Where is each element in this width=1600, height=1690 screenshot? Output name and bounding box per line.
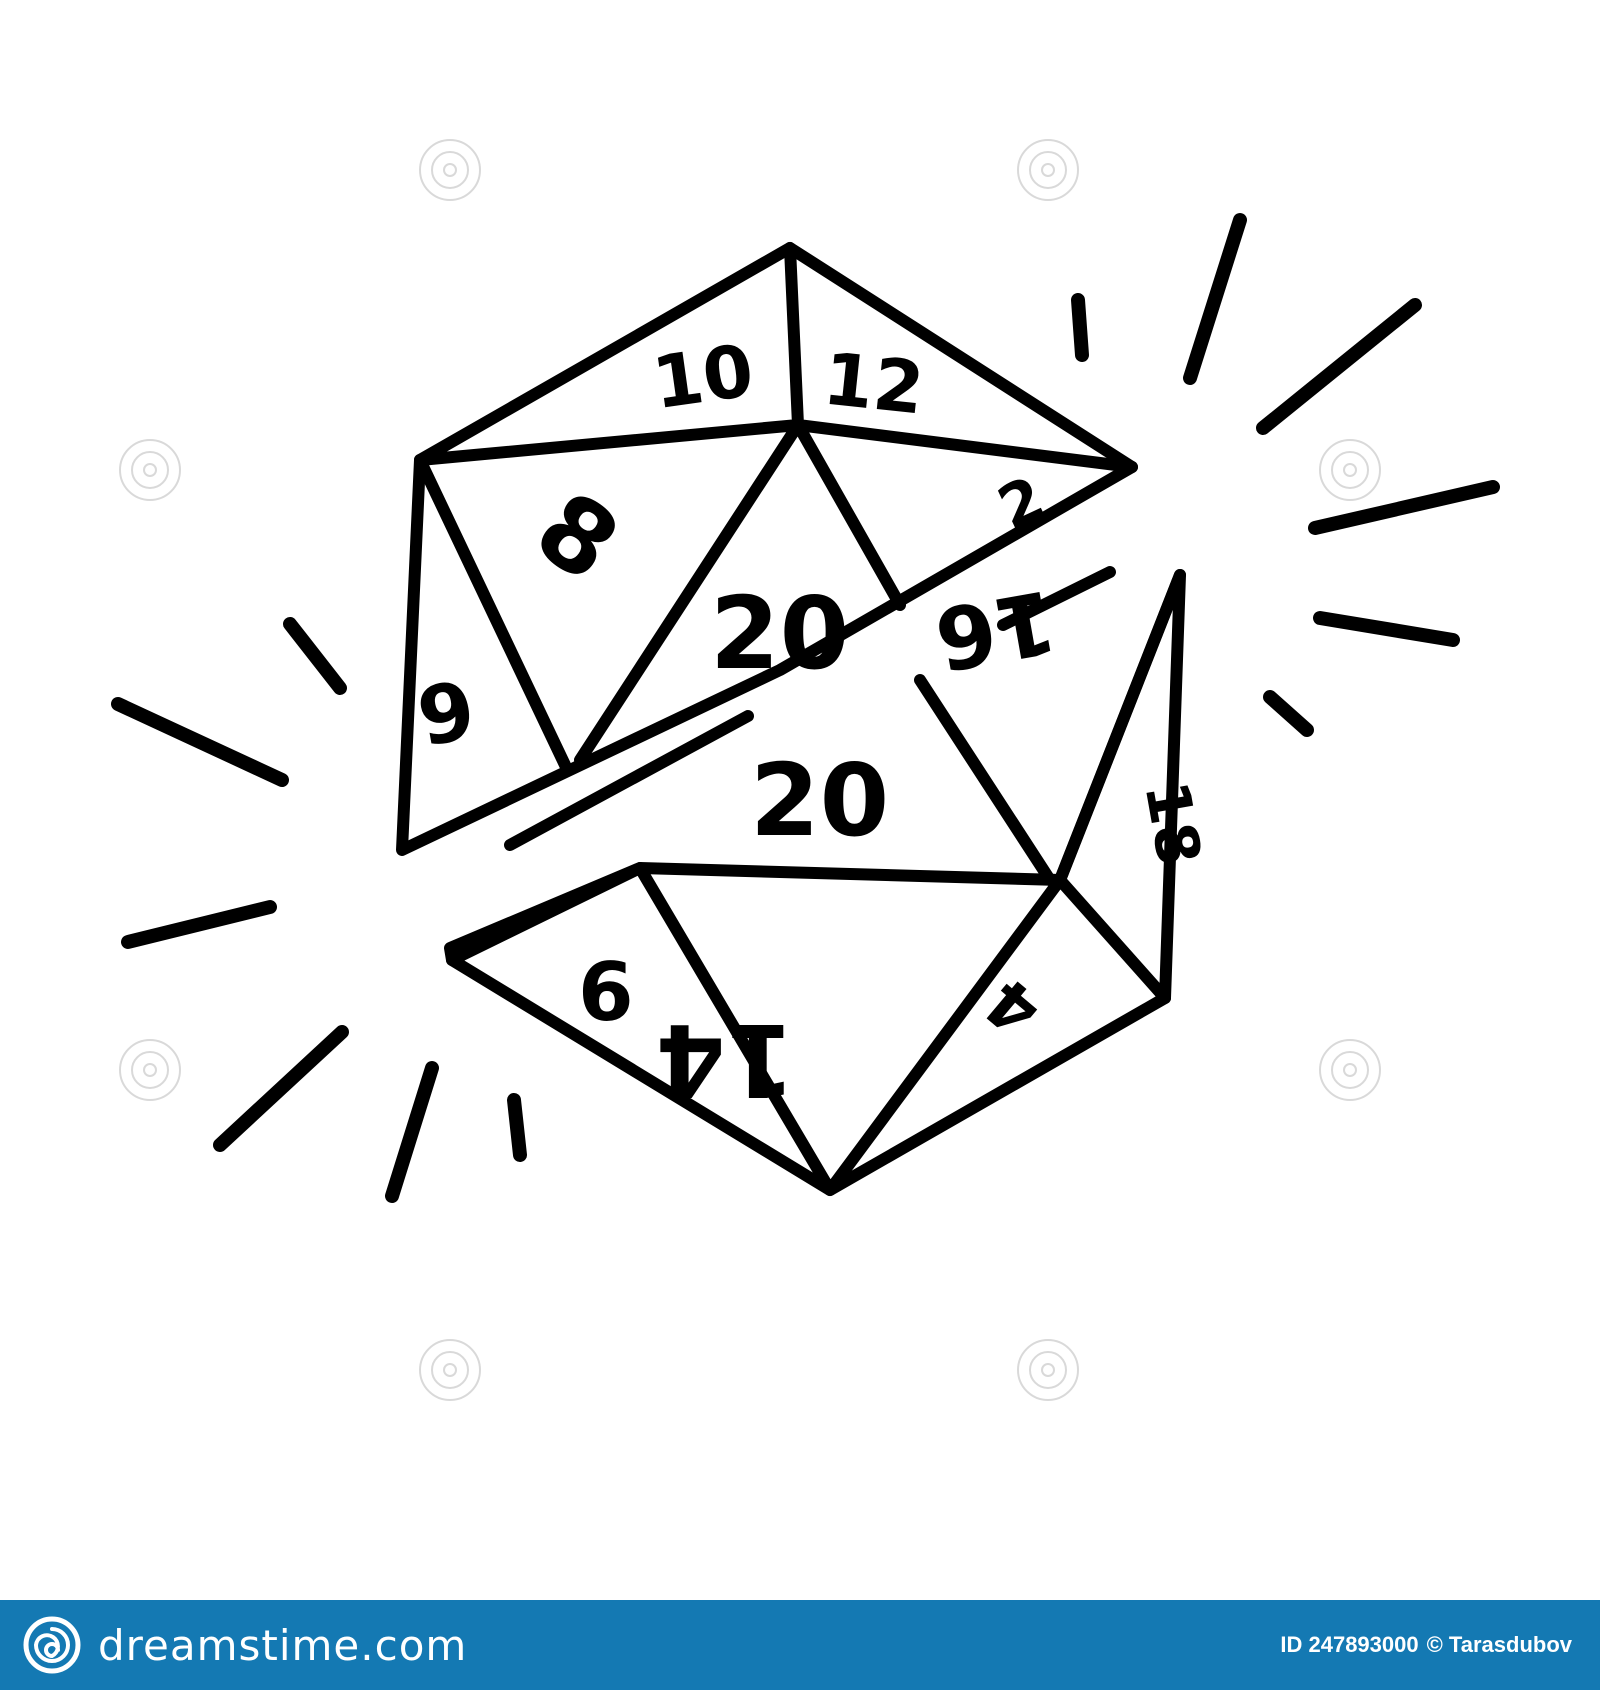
image-credit: ID 247893000 © Tarasdubov bbox=[1280, 1632, 1572, 1658]
lower-face-numbers: 20 18 6 14 4 16 bbox=[578, 570, 1214, 1118]
face-number: 20 bbox=[710, 575, 849, 692]
brand[interactable]: dreamstime.com bbox=[22, 1615, 467, 1675]
footer-bar: dreamstime.com ID 247893000 © Tarasdubov bbox=[0, 1600, 1600, 1690]
face-number: 9 bbox=[411, 663, 482, 764]
face-number: 14 bbox=[656, 1001, 795, 1118]
d20-dice-drawing: 10 12 8 20 9 2 20 18 6 14 4 16 bbox=[111, 139, 1500, 1401]
face-number: 8 bbox=[515, 469, 639, 605]
dreamstime-spiral-icon bbox=[23, 1616, 81, 1674]
illustration-canvas: 10 12 8 20 9 2 20 18 6 14 4 16 bbox=[111, 139, 1500, 1401]
watermark-pattern bbox=[119, 139, 1381, 1401]
face-number: 10 bbox=[648, 328, 759, 425]
face-number: 6 bbox=[578, 946, 634, 1039]
face-number: 2 bbox=[988, 463, 1055, 544]
face-number: 20 bbox=[750, 742, 889, 859]
face-number: 16 bbox=[928, 570, 1063, 689]
brand-name: dreamstime.com bbox=[98, 1620, 468, 1670]
face-number: 18 bbox=[1131, 776, 1214, 870]
dice-upper-half bbox=[396, 242, 1138, 856]
image-author: © Tarasdubov bbox=[1426, 1632, 1572, 1657]
split-slashes bbox=[504, 566, 1116, 851]
burst-rays bbox=[111, 213, 1500, 1203]
dice-lower-half bbox=[444, 569, 1186, 1196]
upper-face-numbers: 10 12 8 20 9 2 bbox=[411, 328, 1056, 765]
face-number: 12 bbox=[819, 336, 927, 430]
image-id: ID 247893000 bbox=[1280, 1632, 1419, 1657]
